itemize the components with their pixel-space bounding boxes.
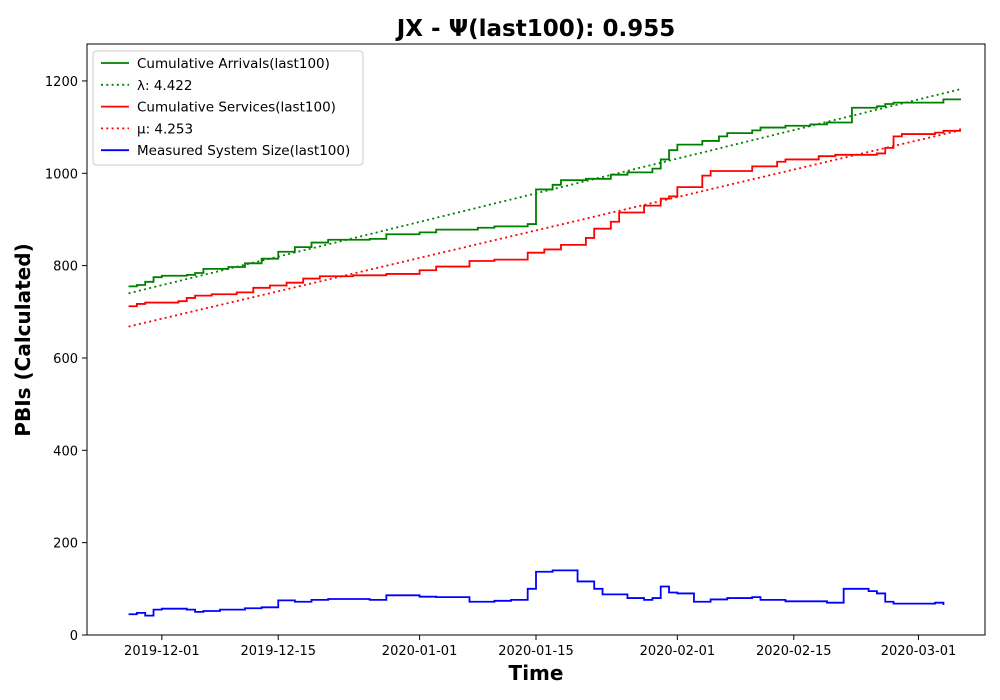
x-tick-label-2: 2020-01-01 [382, 644, 458, 659]
legend-label-1: λ: 4.422 [137, 78, 192, 94]
series-line-2 [128, 128, 961, 308]
legend-box [92, 50, 364, 166]
legend-label-4: Measured System Size(last100) [137, 143, 350, 159]
legend-label-3: μ: 4.253 [137, 121, 193, 137]
x-tick-label-4: 2020-02-01 [640, 644, 716, 659]
y-tick-label-1: 200 [53, 537, 78, 552]
x-tick-label-0: 2019-12-01 [124, 644, 200, 659]
plot-area: 2019-12-01 2019-12-15 2020-01-01 2020-01-15… [45, 43, 986, 659]
series-line-3 [128, 129, 961, 328]
legend-label-0: Cumulative Arrivals(last100) [137, 56, 330, 72]
series-line-4 [128, 569, 945, 617]
chart-title: JX - Ψ(last100): 0.955 [395, 16, 675, 42]
legend: Cumulative Arrivals(last100) λ: 4.422 Cumu… [92, 50, 364, 166]
y-tick-label-4: 800 [53, 260, 78, 275]
series-line-0 [128, 98, 961, 288]
y-tick-label-3: 600 [53, 352, 78, 367]
y-tick-label-6: 1200 [45, 75, 78, 90]
y-tick-label-2: 400 [53, 444, 78, 459]
x-tick-label-3: 2020-01-15 [498, 644, 574, 659]
x-axis-label: Time [509, 661, 564, 685]
legend-label-2: Cumulative Services(last100) [137, 100, 336, 116]
y-tick-label-0: 0 [70, 629, 78, 644]
y-axis-label: PBIs (Calculated) [11, 243, 35, 436]
y-tick-label-5: 1000 [45, 167, 78, 182]
x-tick-label-1: 2019-12-15 [240, 644, 316, 659]
x-tick-label-5: 2020-02-15 [756, 644, 832, 659]
x-tick-label-6: 2020-03-01 [881, 644, 957, 659]
